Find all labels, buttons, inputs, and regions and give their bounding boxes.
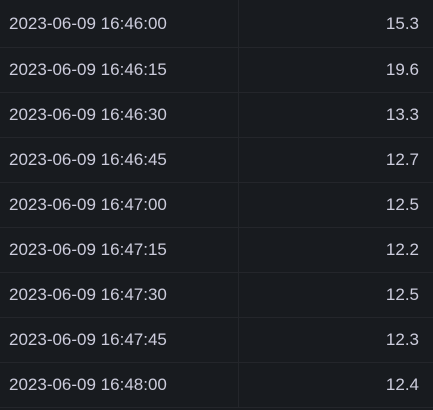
value-cell: 12.3 (385, 330, 419, 349)
value-cell: 12.4 (385, 375, 419, 394)
table-row[interactable]: 2023-06-09 16:47:30 12.5 (0, 273, 433, 318)
value-cell: 12.5 (385, 195, 419, 214)
value-cell: 13.3 (385, 105, 419, 124)
time-cell: 2023-06-09 16:46:45 (0, 138, 239, 182)
value-cell: 12.2 (385, 240, 419, 259)
value-cell: 12.5 (385, 285, 419, 304)
time-cell: 2023-06-09 16:46:15 (0, 48, 239, 92)
table-row[interactable]: 2023-06-09 16:46:30 13.3 (0, 93, 433, 138)
table-row[interactable]: 2023-06-09 16:46:45 12.7 (0, 138, 433, 183)
time-cell: 2023-06-09 16:47:15 (0, 228, 239, 272)
time-cell: 2023-06-09 16:46:00 (0, 0, 239, 47)
table-row[interactable]: 2023-06-09 16:47:45 12.3 (0, 318, 433, 363)
value-cell: 12.7 (385, 150, 419, 169)
table-row[interactable]: 2023-06-09 16:47:00 12.5 (0, 183, 433, 228)
time-cell: 2023-06-09 16:47:00 (0, 183, 239, 227)
time-cell: 2023-06-09 16:48:00 (0, 363, 239, 407)
table-row[interactable]: 2023-06-09 16:46:15 19.6 (0, 48, 433, 93)
value-cell: 19.6 (385, 60, 419, 79)
table-row[interactable]: 2023-06-09 16:47:15 12.2 (0, 228, 433, 273)
value-cell: 15.3 (385, 13, 419, 33)
time-cell: 2023-06-09 16:47:45 (0, 318, 239, 362)
table-row[interactable]: 2023-06-09 16:48:00 12.4 (0, 363, 433, 408)
table-row[interactable]: 2023-06-09 16:46:00 15.3 (0, 0, 433, 48)
time-cell: 2023-06-09 16:46:30 (0, 93, 239, 137)
time-cell: 2023-06-09 16:47:30 (0, 273, 239, 317)
